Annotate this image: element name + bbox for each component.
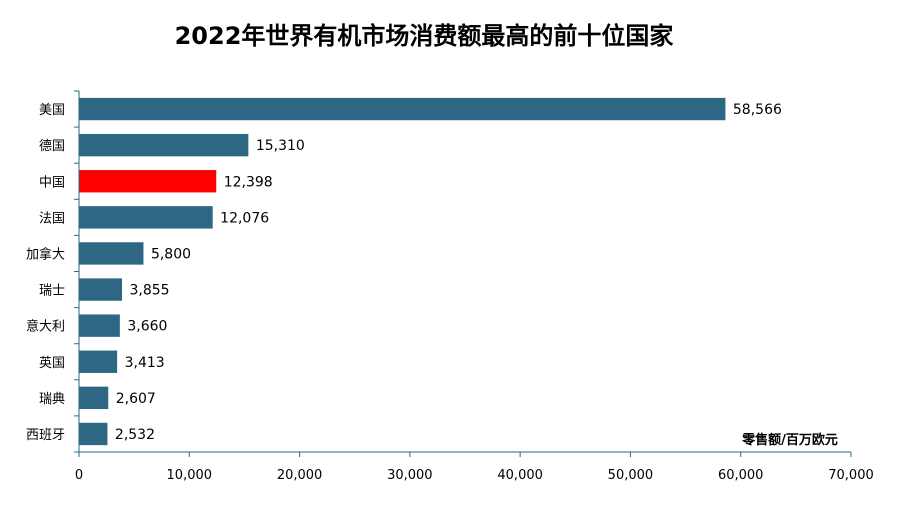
category-label: 中国 [39,175,65,190]
bar-6 [79,314,120,337]
bar-0 [79,97,726,121]
data-label: 2,532 [115,427,155,443]
x-tick-label: 50,000 [608,468,654,483]
data-labels: 58,566 15,310 12,398 12,076 5,800 3,855 3,660 3… [115,102,782,443]
category-label: 意大利 [26,319,65,335]
bar-8 [79,386,109,410]
category-label: 瑞士 [39,284,65,299]
data-label: 58,566 [733,102,782,118]
bar-1 [79,133,249,157]
x-tick-label: 20,000 [277,468,323,483]
x-tick-label: 60,000 [718,468,764,483]
x-tick-label: 10,000 [167,468,213,483]
category-label: 瑞典 [39,392,65,407]
bar-9 [79,422,108,446]
data-label: 12,076 [220,210,269,226]
category-label: 德国 [39,139,65,154]
category-label: 加拿大 [26,246,65,262]
bar-4 [79,242,144,265]
data-label: 3,660 [127,319,167,335]
data-label: 2,607 [116,391,156,407]
category-label: 美国 [39,103,65,118]
x-tick-label: 70,000 [828,468,874,483]
unit-label: 零售额/百万欧元 [741,432,838,448]
category-label: 法国 [39,211,65,226]
bar-3 [79,206,213,229]
data-label: 12,398 [224,174,273,190]
bars-group [79,97,726,446]
x-tick-label: 30,000 [387,468,433,483]
bar-2 [79,170,217,193]
x-tick-label: 0 [75,468,83,483]
y-axis [74,90,80,453]
data-label: 15,310 [256,138,305,154]
bar-7 [79,350,118,373]
bar-5 [79,278,123,301]
chart-title: 2022年世界有机市场消费额最高的前十位国家 [175,22,674,50]
x-axis: 0 10,000 20,000 30,000 40,000 50,000 60,000 70,… [75,451,874,483]
category-label: 西班牙 [26,428,65,443]
x-tick-label: 40,000 [497,468,543,483]
data-label: 3,413 [125,355,165,371]
data-label: 5,800 [151,246,191,262]
category-label: 英国 [39,356,65,371]
data-label: 3,855 [130,283,170,299]
